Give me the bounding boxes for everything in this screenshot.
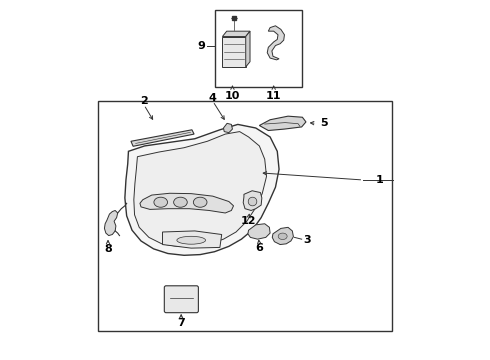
Text: 7: 7 — [177, 319, 185, 328]
Text: 9: 9 — [197, 41, 205, 50]
Polygon shape — [245, 31, 250, 67]
Polygon shape — [104, 211, 118, 235]
Text: 8: 8 — [104, 244, 112, 254]
Polygon shape — [272, 227, 294, 244]
Ellipse shape — [154, 197, 168, 207]
Bar — [222, 37, 245, 67]
Text: 10: 10 — [225, 91, 240, 101]
Ellipse shape — [194, 197, 207, 207]
Circle shape — [248, 197, 257, 206]
Bar — [215, 10, 302, 87]
Text: 12: 12 — [241, 216, 256, 226]
Ellipse shape — [278, 233, 287, 239]
Ellipse shape — [177, 236, 205, 244]
Bar — [98, 101, 392, 330]
Ellipse shape — [173, 197, 187, 207]
Polygon shape — [134, 132, 267, 246]
Polygon shape — [125, 125, 279, 255]
Text: 2: 2 — [140, 96, 148, 106]
Text: 5: 5 — [320, 118, 328, 128]
Polygon shape — [267, 26, 285, 60]
Text: 6: 6 — [255, 243, 263, 253]
Polygon shape — [248, 224, 270, 239]
Polygon shape — [131, 130, 194, 146]
Text: 4: 4 — [209, 93, 217, 103]
FancyBboxPatch shape — [164, 286, 198, 313]
Polygon shape — [163, 231, 221, 248]
Polygon shape — [243, 191, 262, 211]
Polygon shape — [222, 31, 250, 37]
Text: 3: 3 — [303, 235, 311, 245]
Text: 1: 1 — [376, 175, 383, 185]
Polygon shape — [259, 116, 306, 131]
Text: 11: 11 — [266, 91, 281, 101]
Polygon shape — [140, 193, 234, 213]
Polygon shape — [223, 123, 232, 133]
